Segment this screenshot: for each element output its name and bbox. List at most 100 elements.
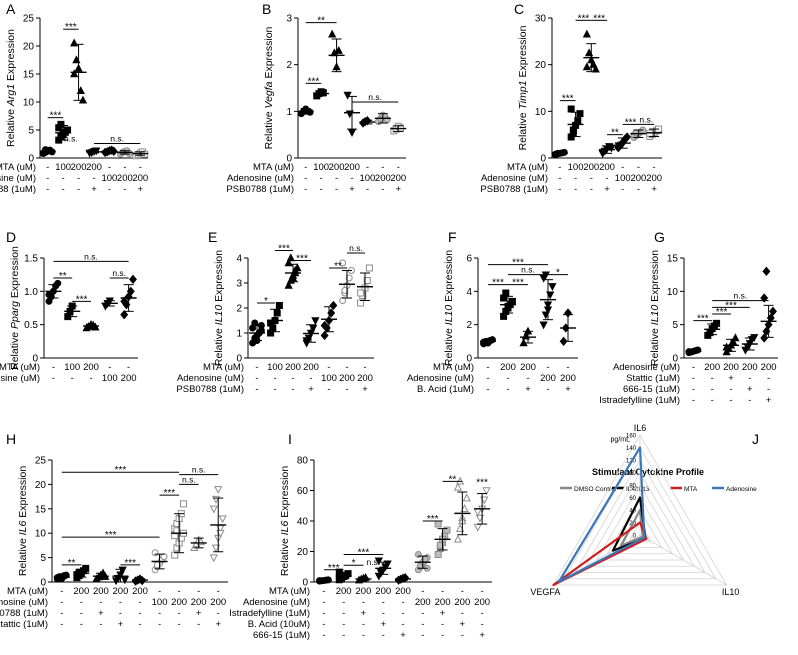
condition-label: MTA (uM) bbox=[0, 362, 40, 373]
condition-value: - bbox=[46, 162, 49, 173]
data-point bbox=[374, 557, 383, 566]
condition-value: - bbox=[362, 597, 365, 608]
data-point bbox=[713, 319, 721, 327]
data-group bbox=[453, 476, 471, 543]
significance-label: n.s. bbox=[366, 557, 380, 567]
condition-value: - bbox=[566, 362, 569, 373]
data-point bbox=[434, 551, 442, 559]
y-tick-label: 30 bbox=[535, 14, 547, 25]
significance-label: n.s. bbox=[192, 465, 206, 475]
data-group bbox=[551, 148, 568, 159]
condition-value: - bbox=[486, 373, 489, 384]
condition-value: - bbox=[421, 586, 424, 597]
data-point bbox=[453, 482, 463, 491]
data-group bbox=[434, 520, 451, 559]
condition-value: + bbox=[308, 384, 314, 395]
condition-value: + bbox=[362, 384, 368, 395]
data-point bbox=[70, 69, 79, 78]
significance-label: ** bbox=[334, 261, 342, 272]
y-axis-label: Relative IL10 Expression bbox=[213, 250, 225, 366]
data-group bbox=[473, 487, 491, 532]
data-group bbox=[315, 576, 332, 585]
condition-value: - bbox=[506, 384, 509, 395]
data-group bbox=[567, 105, 584, 141]
condition-value: - bbox=[574, 184, 577, 195]
condition-value: - bbox=[342, 630, 345, 641]
condition-value: + bbox=[651, 184, 657, 195]
condition-value: - bbox=[401, 608, 404, 619]
condition-value: 200 bbox=[415, 597, 431, 608]
significance-label: *** bbox=[697, 314, 709, 325]
data-group bbox=[73, 564, 90, 582]
condition-value: 200 bbox=[761, 362, 777, 373]
condition-value: - bbox=[362, 619, 365, 630]
y-tick-label: 4 bbox=[236, 254, 242, 265]
condition-value: - bbox=[345, 362, 348, 373]
y-tick-label: 1 bbox=[286, 107, 292, 118]
data-point bbox=[574, 117, 582, 125]
data-point bbox=[473, 508, 482, 517]
y-label-suffix: Expression bbox=[263, 26, 275, 81]
data-point bbox=[45, 291, 53, 299]
condition-value: - bbox=[322, 586, 325, 597]
condition-value: - bbox=[304, 173, 307, 184]
condition-value: 100 bbox=[615, 173, 631, 184]
data-group bbox=[101, 297, 118, 311]
condition-label: Adenosine (uM) bbox=[613, 362, 680, 373]
legend-label: MTA bbox=[684, 486, 698, 493]
significance-label: *** bbox=[115, 465, 127, 476]
significance-label: *** bbox=[278, 244, 290, 255]
condition-value: + bbox=[215, 619, 221, 630]
radar-title: Stimulant Cytokine Profile bbox=[592, 467, 704, 477]
data-group bbox=[171, 500, 188, 559]
data-point bbox=[569, 126, 577, 134]
radar-grid bbox=[574, 459, 706, 573]
condition-value: - bbox=[273, 384, 276, 395]
condition-value: 200 bbox=[121, 373, 137, 384]
condition-label: PSB0788 (1uM) bbox=[0, 608, 48, 619]
condition-value: - bbox=[304, 184, 307, 195]
data-group bbox=[53, 571, 70, 583]
panel-letter: J bbox=[752, 431, 759, 447]
condition-label: Stattic (1uM) bbox=[0, 619, 48, 630]
condition-value: 100 bbox=[101, 173, 117, 184]
condition-value: - bbox=[178, 586, 181, 597]
condition-value: - bbox=[62, 173, 65, 184]
y-tick-label: 10 bbox=[535, 107, 547, 118]
y-tick-label: 0 bbox=[40, 578, 46, 589]
condition-value: 100 bbox=[321, 373, 337, 384]
data-group bbox=[343, 91, 360, 138]
data-group bbox=[297, 105, 314, 118]
data-group bbox=[55, 120, 72, 144]
y-tick-label: 60 bbox=[297, 486, 309, 497]
panel-letter: G bbox=[654, 229, 665, 245]
data-point bbox=[249, 324, 257, 332]
data-group bbox=[320, 300, 338, 341]
condition-value: 100 bbox=[64, 362, 80, 373]
data-group bbox=[598, 143, 616, 159]
condition-value: - bbox=[158, 586, 161, 597]
data-group bbox=[354, 573, 372, 584]
panel-letter: A bbox=[6, 1, 16, 17]
y-tick-label: 10 bbox=[23, 98, 35, 109]
significance-label: *** bbox=[512, 258, 524, 269]
condition-value: - bbox=[178, 619, 181, 630]
condition-value: + bbox=[98, 608, 104, 619]
condition-value: - bbox=[335, 173, 338, 184]
y-tick-label: 2 bbox=[236, 304, 242, 315]
condition-value: 200 bbox=[86, 162, 102, 173]
y-label-prefix: Relative bbox=[649, 325, 661, 366]
significance-label: * bbox=[556, 268, 560, 279]
condition-value: - bbox=[481, 608, 484, 619]
y-label-suffix: Expression bbox=[213, 250, 225, 305]
y-tick-label: 20 bbox=[35, 480, 47, 491]
significance-label: *** bbox=[593, 13, 605, 24]
y-tick-label: 15 bbox=[23, 70, 35, 81]
condition-value: - bbox=[197, 586, 200, 597]
condition-value: - bbox=[486, 384, 489, 395]
condition-value: 200 bbox=[560, 373, 576, 384]
y-tick-label: 5 bbox=[28, 126, 34, 137]
condition-value: - bbox=[421, 608, 424, 619]
